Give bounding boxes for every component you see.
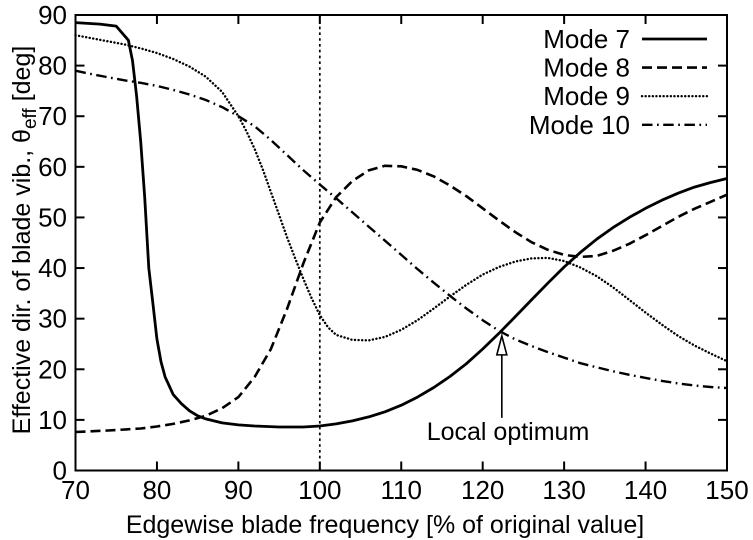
y-axis-title-suffix: [deg] [8,46,36,109]
y-axis-title: Effective dir. of blade vib., θeff [deg] [8,46,41,435]
x-tick-label-70: 70 [61,475,90,505]
legend-label-mode-7: Mode 7 [543,24,630,54]
series-mode-8 [75,164,728,434]
x-axis-title: Edgewise blade frequency [% of original … [126,511,644,539]
legend-label-mode-9: Mode 9 [543,81,630,111]
legend-label-mode-10: Mode 10 [529,110,630,140]
y-tick-label-60: 60 [38,152,67,182]
legend-label-mode-8: Mode 8 [543,53,630,83]
y-tick-label-40: 40 [38,253,67,283]
y-axis-title-prefix: Effective dir. of blade vib., θ [8,129,36,434]
plot-border [74,14,728,472]
y-tick-label-80: 80 [38,51,67,81]
y-tick-label-50: 50 [38,202,67,232]
annotation-arrow [495,332,508,418]
x-tick-label-140: 140 [624,475,667,505]
y-tick-label-90: 90 [38,0,67,30]
x-tick-label-110: 110 [381,475,422,505]
annotation-label: Local optimum [427,418,590,446]
series-mode-10 [75,69,728,390]
y-tick-label-30: 30 [38,304,67,334]
x-tick-label-130: 130 [542,475,585,505]
x-tick-label-90: 90 [224,475,253,505]
y-tick-label-10: 10 [38,405,67,435]
x-tick-label-150: 150 [705,475,748,505]
annotation-arrowhead [495,332,508,356]
x-tick-label-120: 120 [461,475,504,505]
series-mode-7 [75,21,728,429]
y-axis-title-subscript: eff [20,108,41,130]
y-tick-label-70: 70 [38,101,67,131]
series-mode-9 [74,34,729,363]
series-layer [74,21,729,434]
y-tick-label-20: 20 [38,354,67,384]
y-tick-label-0: 0 [53,456,67,486]
x-tick-label-100: 100 [298,475,341,505]
x-tick-label-80: 80 [142,475,171,505]
axes-layer: 70 80 90 100 110 120 130 140 150 0 10 20 30 40 50 60 70 8… [38,0,749,505]
